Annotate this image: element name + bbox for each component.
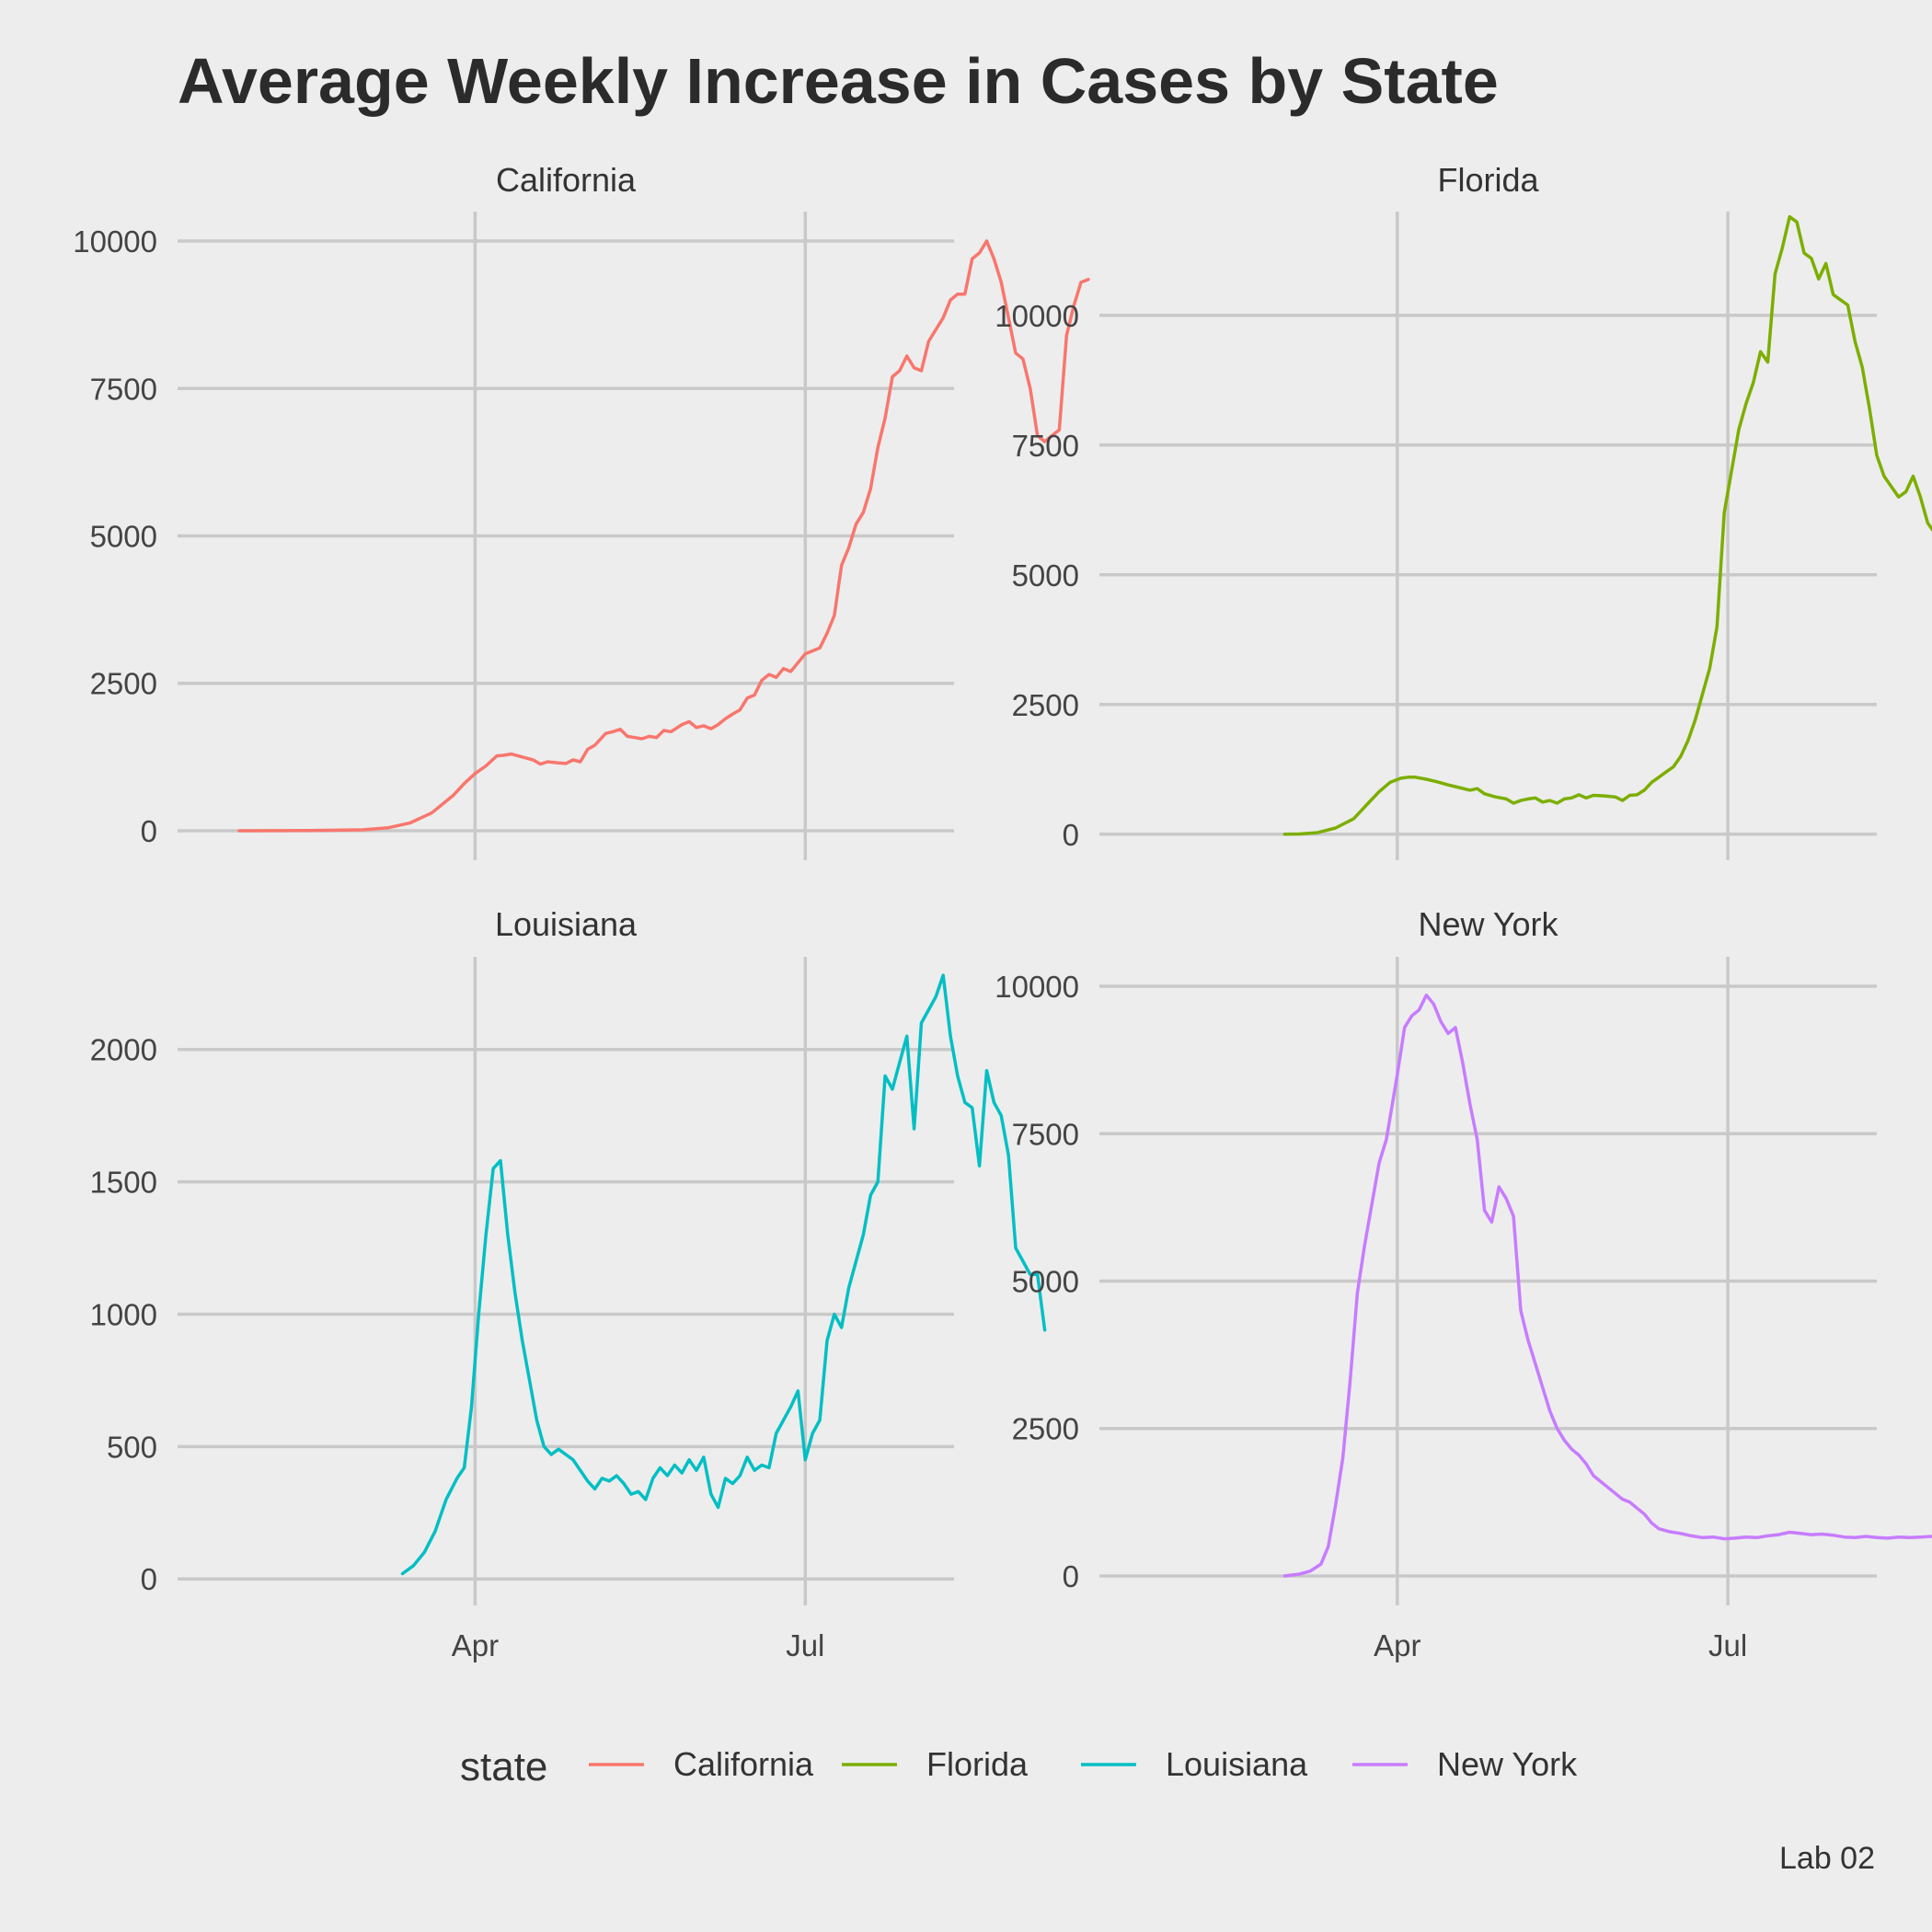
- y-tick-label: 2000: [90, 1033, 157, 1067]
- y-tick-label: 7500: [1012, 1117, 1079, 1151]
- facet-panel-louisiana: Louisiana 0 500 1000 1500 2000 Apr Jul: [90, 905, 1047, 1662]
- legend-title: state: [460, 1744, 547, 1789]
- series-line-new-york: [1282, 993, 1932, 1578]
- y-tick-label: 1000: [90, 1297, 157, 1331]
- y-tick-label: 7500: [1012, 429, 1079, 463]
- y-tick-label: 7500: [90, 372, 157, 406]
- y-tick-label: 0: [1063, 1559, 1079, 1593]
- y-tick-label: 10000: [73, 224, 157, 259]
- legend-label: Florida: [926, 1745, 1029, 1783]
- facet-panel-california: California 0 2500 5000 7500 10000: [73, 161, 1090, 860]
- series-line-california: [237, 239, 1090, 833]
- legend-item-california: California: [589, 1745, 814, 1783]
- facet-panel-new-york: New York 0 2500 5000 7500 10000 Apr Jul: [995, 905, 1932, 1662]
- y-tick-label: 2500: [1012, 688, 1079, 722]
- legend-item-new-york: New York: [1352, 1745, 1578, 1783]
- legend-label: California: [673, 1745, 814, 1783]
- series-line-florida: [1282, 214, 1932, 836]
- legend-label: New York: [1437, 1745, 1578, 1783]
- y-tick-label: 2500: [90, 667, 157, 701]
- facet-strip-label: Florida: [1437, 161, 1539, 199]
- y-tick-label: 0: [141, 1562, 157, 1596]
- facet-strip-label: New York: [1418, 905, 1558, 943]
- y-tick-label: 10000: [995, 970, 1079, 1004]
- y-tick-label: 0: [1063, 818, 1079, 852]
- y-tick-label: 1500: [90, 1166, 157, 1200]
- x-tick-label: Jul: [786, 1628, 824, 1662]
- y-tick-label: 5000: [1012, 1265, 1079, 1299]
- x-tick-label: Apr: [1374, 1628, 1420, 1662]
- series-line-louisiana: [400, 973, 1047, 1576]
- y-tick-label: 5000: [1012, 558, 1079, 592]
- legend-label: Louisiana: [1166, 1745, 1308, 1783]
- y-tick-label: 5000: [90, 520, 157, 554]
- facet-strip-label: California: [496, 161, 637, 199]
- chart-caption: Lab 02: [1779, 1841, 1875, 1876]
- y-tick-label: 10000: [995, 299, 1079, 333]
- y-tick-label: 500: [107, 1430, 157, 1464]
- legend: state California Florida Louisiana New York: [460, 1744, 1578, 1789]
- x-tick-label: Apr: [452, 1628, 499, 1662]
- facet-strip-label: Louisiana: [495, 905, 638, 943]
- y-tick-label: 0: [141, 814, 157, 848]
- facet-panels: California025005000750010000Florida02500…: [73, 161, 1932, 1662]
- y-tick-label: 2500: [1012, 1412, 1079, 1446]
- chart-title: Average Weekly Increase in Cases by Stat…: [178, 45, 1499, 117]
- x-tick-label: Jul: [1708, 1628, 1747, 1662]
- facet-panel-florida: Florida 0 2500 5000 7500 10000: [995, 161, 1932, 860]
- legend-item-louisiana: Louisiana: [1081, 1745, 1308, 1783]
- legend-item-florida: Florida: [842, 1745, 1029, 1783]
